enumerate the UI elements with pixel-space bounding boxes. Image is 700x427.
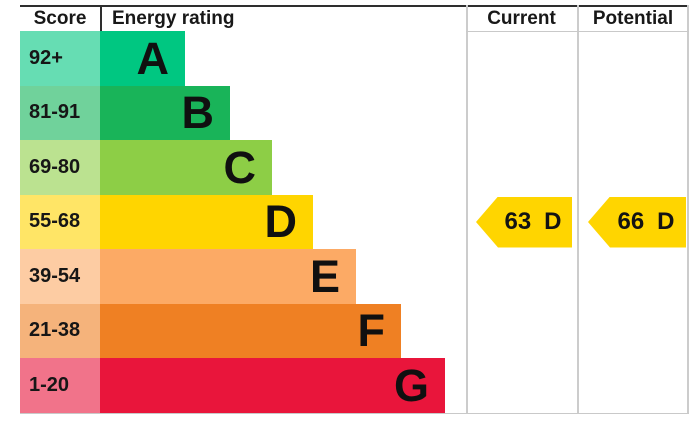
- band-letter: G: [393, 359, 429, 411]
- current-rating-band: D: [544, 208, 562, 235]
- potential-column-left-border: [577, 5, 579, 414]
- band-bar: A: [100, 31, 185, 86]
- band-bar: F: [100, 303, 401, 358]
- band-bar: D: [100, 194, 313, 249]
- band-score-cell: 55-68: [20, 194, 100, 249]
- band-row: 92+ A: [20, 31, 689, 86]
- potential-rating-band: D: [657, 208, 675, 235]
- table-right-border: [687, 5, 689, 414]
- band-row: 81-91 B: [20, 85, 689, 140]
- band-letter: D: [264, 196, 298, 248]
- current-rating-value: 63: [504, 208, 532, 235]
- band-score-cell: 39-54: [20, 249, 100, 304]
- band-score-cell: 69-80: [20, 140, 100, 195]
- band-score-cell: 21-38: [20, 303, 100, 358]
- current-column-left-border: [466, 5, 468, 414]
- band-bar: C: [100, 140, 272, 195]
- potential-rating-arrow: 66 D: [588, 196, 686, 248]
- energy-rating-column-header: Energy rating: [112, 8, 235, 29]
- score-column-header: Score: [33, 8, 87, 29]
- band-score-cell: 92+: [20, 31, 100, 86]
- potential-rating-value: 66: [617, 208, 645, 235]
- band-bar: G: [100, 358, 445, 413]
- band-row: 69-80 C: [20, 140, 689, 195]
- band-letter: C: [223, 141, 257, 193]
- current-column-header: Current: [487, 8, 556, 29]
- band-letter: B: [181, 87, 215, 139]
- score-column-divider: [100, 5, 102, 31]
- band-letter: F: [357, 305, 386, 357]
- band-row: 39-54 E: [20, 249, 689, 304]
- band-row: 55-68 D: [20, 194, 689, 249]
- current-rating-arrow: 63 D: [476, 196, 572, 248]
- band-score-cell: 81-91: [20, 85, 100, 140]
- band-row: 21-38 F: [20, 303, 689, 358]
- band-letter: E: [309, 250, 340, 302]
- band-bar: E: [100, 249, 356, 304]
- band-rows: 92+ A 81-91 B 69-80 C 55-68 D 39-54 E 21…: [20, 31, 689, 413]
- table-bottom-border: [20, 413, 689, 414]
- current-potential-header-underline: [466, 31, 689, 32]
- table-top-border: [20, 5, 689, 7]
- band-bar: B: [100, 85, 230, 140]
- band-row: 1-20 G: [20, 358, 689, 413]
- band-letter: A: [136, 32, 170, 84]
- potential-column-header: Potential: [592, 8, 674, 29]
- band-score-cell: 1-20: [20, 358, 100, 413]
